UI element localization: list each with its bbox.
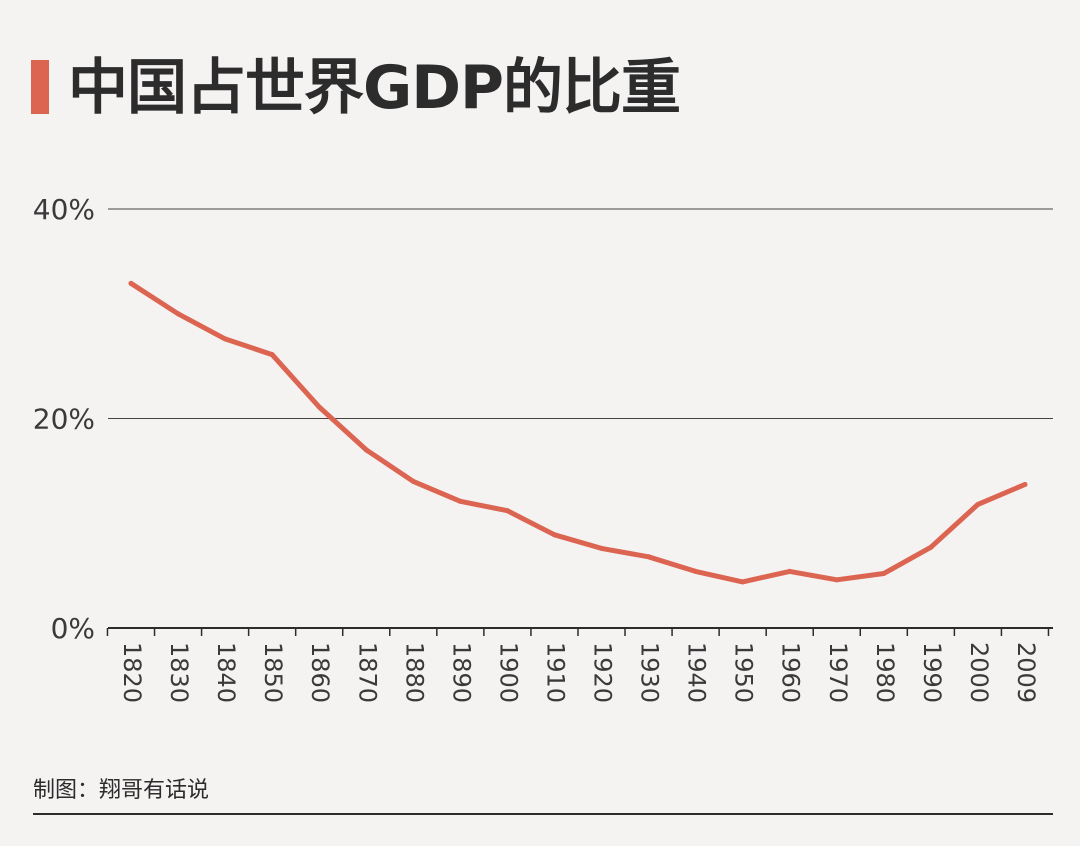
x-tick-label: 2009 <box>1012 642 1040 703</box>
x-tick-label: 1960 <box>777 642 805 703</box>
y-tick-label: 20% <box>33 403 95 436</box>
x-tick-label: 1830 <box>165 642 193 703</box>
data-point <box>646 554 652 560</box>
data-point <box>457 498 463 504</box>
x-tick-label: 1890 <box>447 642 475 703</box>
x-tick-label: 1870 <box>353 642 381 703</box>
title-accent-bar <box>31 60 49 114</box>
data-point <box>316 404 322 410</box>
x-tick-label: 2000 <box>965 642 993 703</box>
data-point <box>975 501 981 507</box>
data-point <box>740 579 746 585</box>
y-tick-label: 0% <box>51 612 95 645</box>
chart-credit: 制图：翔哥有话说 <box>33 778 210 803</box>
data-point <box>881 571 887 577</box>
x-tick-label: 1880 <box>400 642 428 703</box>
x-tick-label: 1860 <box>306 642 334 703</box>
series-line <box>128 280 1028 585</box>
x-tick-label: 1900 <box>494 642 522 703</box>
x-tick-label: 1980 <box>871 642 899 703</box>
data-point <box>834 577 840 583</box>
data-point <box>222 336 228 342</box>
x-tick-label: 1950 <box>730 642 758 703</box>
y-tick-label: 40% <box>33 193 95 226</box>
chart-title: 中国占世界GDP的比重 <box>68 53 681 123</box>
series-layer <box>128 280 1028 585</box>
x-tick-label: 1970 <box>824 642 852 703</box>
data-point <box>410 478 416 484</box>
x-tick-label: 1920 <box>589 642 617 703</box>
x-tick-label: 1990 <box>918 642 946 703</box>
x-axis: 1820 1830 1840 1850 1860 1870 1880 1890 1900 1910… <box>106 627 1053 703</box>
data-point <box>175 311 181 317</box>
data-point <box>551 532 557 538</box>
data-point <box>128 280 134 286</box>
data-point <box>787 568 793 574</box>
data-point <box>504 508 510 514</box>
gridlines <box>108 208 1053 419</box>
data-point <box>1022 481 1028 487</box>
x-tick-label: 1840 <box>212 642 240 703</box>
data-point <box>363 447 369 453</box>
x-tick-label: 1910 <box>541 642 569 703</box>
x-tick-label: 1850 <box>259 642 287 703</box>
x-tick-label: 1820 <box>118 642 146 703</box>
x-tick-label: 1930 <box>636 642 664 703</box>
x-tick-label: 1940 <box>683 642 711 703</box>
data-point <box>928 544 934 550</box>
data-point <box>269 352 275 358</box>
y-axis-ticks: 0% 20% 40% <box>33 193 95 645</box>
bottom-divider <box>33 813 1053 815</box>
data-point <box>599 545 604 551</box>
data-point <box>693 568 699 574</box>
